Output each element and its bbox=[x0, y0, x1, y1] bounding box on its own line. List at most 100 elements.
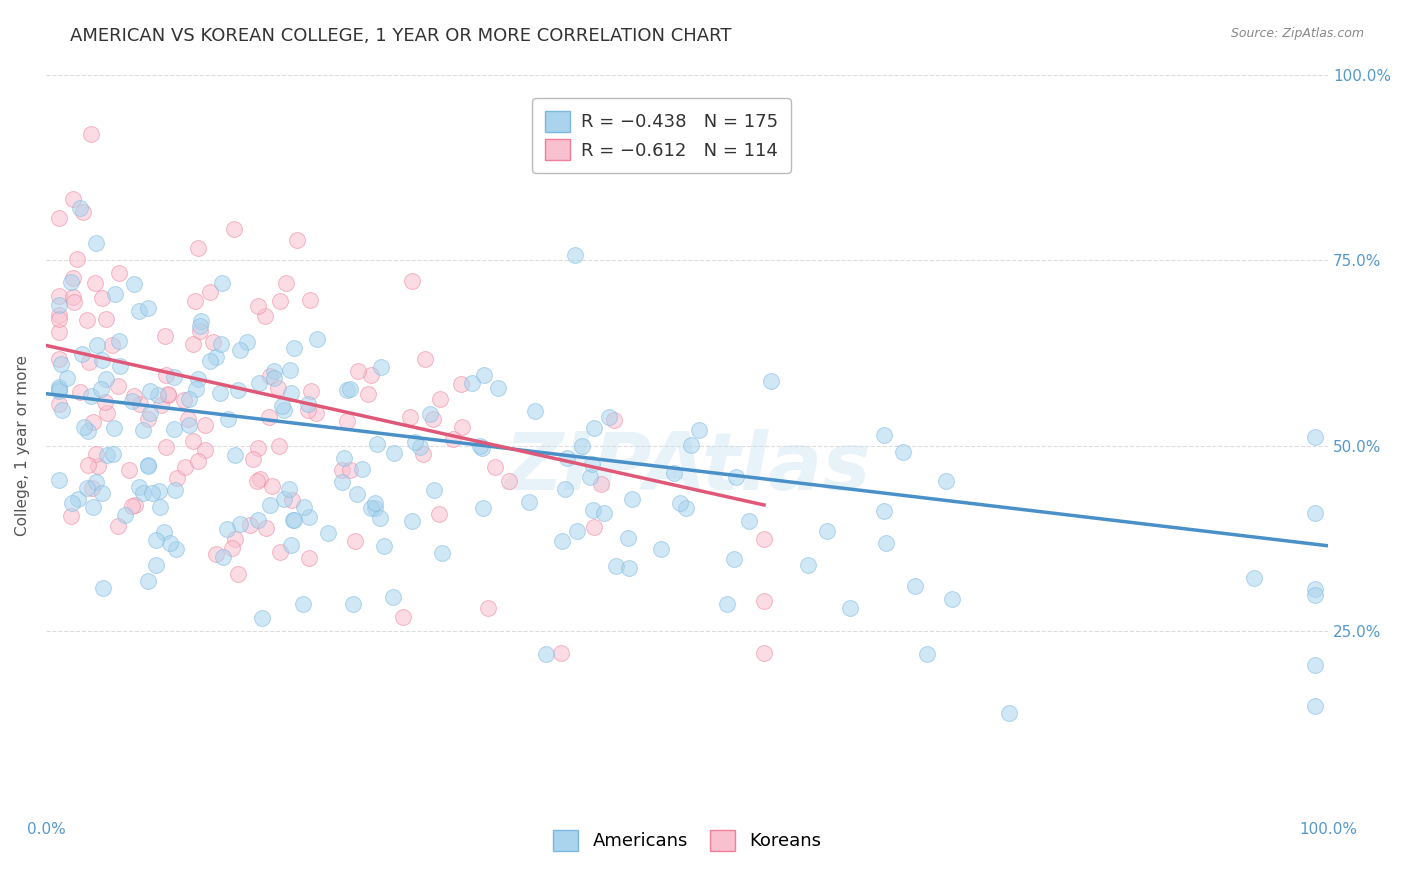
Point bbox=[267, 381, 290, 395]
Point bbox=[128, 303, 150, 318]
Point bbox=[342, 597, 364, 611]
Point bbox=[132, 423, 155, 437]
Point bbox=[273, 403, 295, 417]
Point bbox=[681, 438, 703, 452]
Point bbox=[173, 393, 195, 408]
Point bbox=[283, 513, 305, 527]
Point bbox=[477, 601, 499, 615]
Point bbox=[136, 458, 159, 473]
Point bbox=[114, 508, 136, 522]
Point bbox=[224, 448, 246, 462]
Point bbox=[228, 567, 250, 582]
Point bbox=[392, 610, 415, 624]
Point bbox=[121, 393, 143, 408]
Point bbox=[305, 406, 328, 420]
Point bbox=[48, 298, 70, 312]
Point bbox=[484, 460, 506, 475]
Point bbox=[60, 275, 83, 289]
Point bbox=[190, 314, 212, 328]
Point bbox=[187, 241, 209, 255]
Point bbox=[90, 382, 112, 396]
Point bbox=[873, 504, 896, 518]
Point bbox=[94, 372, 117, 386]
Point bbox=[281, 513, 304, 527]
Point bbox=[619, 561, 641, 575]
Point bbox=[299, 384, 322, 399]
Point bbox=[138, 301, 160, 315]
Point bbox=[176, 412, 198, 426]
Point bbox=[132, 485, 155, 500]
Point bbox=[364, 496, 387, 510]
Point bbox=[675, 500, 697, 515]
Point bbox=[48, 325, 70, 339]
Point bbox=[688, 424, 710, 438]
Point bbox=[96, 448, 118, 462]
Point bbox=[224, 221, 246, 235]
Point bbox=[124, 498, 146, 512]
Point bbox=[339, 462, 361, 476]
Point bbox=[157, 387, 180, 401]
Point bbox=[149, 500, 172, 514]
Point bbox=[194, 417, 217, 432]
Point bbox=[249, 472, 271, 486]
Point bbox=[204, 547, 226, 561]
Point bbox=[316, 525, 339, 540]
Point bbox=[82, 415, 104, 429]
Point bbox=[523, 404, 546, 418]
Point bbox=[579, 470, 602, 484]
Point bbox=[188, 318, 211, 333]
Point bbox=[941, 591, 963, 606]
Point bbox=[373, 539, 395, 553]
Point bbox=[450, 376, 472, 391]
Point bbox=[280, 386, 302, 401]
Point bbox=[209, 386, 232, 401]
Point bbox=[56, 370, 79, 384]
Point bbox=[401, 274, 423, 288]
Point bbox=[73, 420, 96, 434]
Text: ZIPAtlas: ZIPAtlas bbox=[503, 429, 870, 507]
Point bbox=[108, 334, 131, 348]
Point bbox=[103, 447, 125, 461]
Point bbox=[419, 407, 441, 421]
Point bbox=[669, 495, 692, 509]
Point bbox=[226, 383, 249, 397]
Point bbox=[280, 538, 302, 552]
Point bbox=[873, 428, 896, 442]
Point bbox=[84, 235, 107, 250]
Point bbox=[165, 542, 187, 557]
Point bbox=[259, 368, 281, 383]
Point bbox=[149, 398, 172, 412]
Point bbox=[247, 441, 270, 455]
Point bbox=[221, 541, 243, 555]
Point bbox=[260, 479, 283, 493]
Point bbox=[205, 350, 228, 364]
Point bbox=[370, 359, 392, 374]
Point bbox=[621, 491, 644, 506]
Point bbox=[136, 458, 159, 473]
Point bbox=[285, 233, 308, 247]
Point bbox=[59, 508, 82, 523]
Point bbox=[1305, 507, 1327, 521]
Point bbox=[605, 559, 627, 574]
Point bbox=[141, 485, 163, 500]
Point bbox=[96, 406, 118, 420]
Y-axis label: College, 1 year or more: College, 1 year or more bbox=[15, 355, 30, 536]
Point bbox=[163, 422, 186, 436]
Point bbox=[998, 706, 1021, 720]
Point bbox=[70, 346, 93, 360]
Point bbox=[49, 357, 72, 371]
Point bbox=[382, 446, 405, 460]
Point bbox=[87, 459, 110, 474]
Point bbox=[77, 354, 100, 368]
Point bbox=[565, 524, 588, 539]
Point bbox=[360, 501, 382, 516]
Point bbox=[77, 424, 100, 438]
Point bbox=[63, 295, 86, 310]
Point bbox=[229, 343, 252, 358]
Point bbox=[298, 510, 321, 524]
Point bbox=[332, 475, 354, 490]
Point bbox=[723, 551, 745, 566]
Text: AMERICAN VS KOREAN COLLEGE, 1 YEAR OR MORE CORRELATION CHART: AMERICAN VS KOREAN COLLEGE, 1 YEAR OR MO… bbox=[70, 27, 731, 45]
Point bbox=[86, 338, 108, 352]
Point bbox=[366, 437, 388, 451]
